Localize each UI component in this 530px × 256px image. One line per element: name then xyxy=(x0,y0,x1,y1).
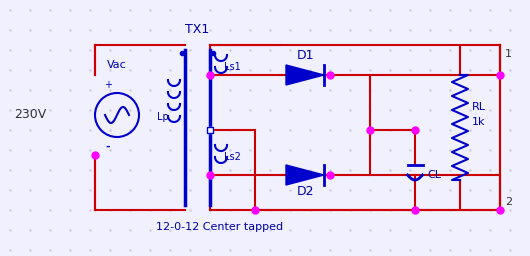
Text: TX1: TX1 xyxy=(186,23,210,36)
Text: 230V: 230V xyxy=(14,109,46,122)
Text: 12-0-12 Center tapped: 12-0-12 Center tapped xyxy=(156,222,284,232)
Text: D2: D2 xyxy=(296,185,314,198)
Text: RL: RL xyxy=(472,102,486,112)
Polygon shape xyxy=(286,165,324,185)
Text: 1k: 1k xyxy=(472,117,485,127)
Polygon shape xyxy=(286,65,324,85)
Text: -: - xyxy=(105,142,110,152)
Text: Ls1: Ls1 xyxy=(224,62,241,72)
Text: Vac: Vac xyxy=(107,60,127,70)
Text: CL: CL xyxy=(427,170,441,180)
Text: +: + xyxy=(104,80,112,90)
Text: 1: 1 xyxy=(505,49,512,59)
Text: Lp: Lp xyxy=(157,112,169,122)
Text: D1: D1 xyxy=(296,49,314,62)
Text: 2: 2 xyxy=(505,197,512,207)
Text: Ls2: Ls2 xyxy=(224,152,241,162)
